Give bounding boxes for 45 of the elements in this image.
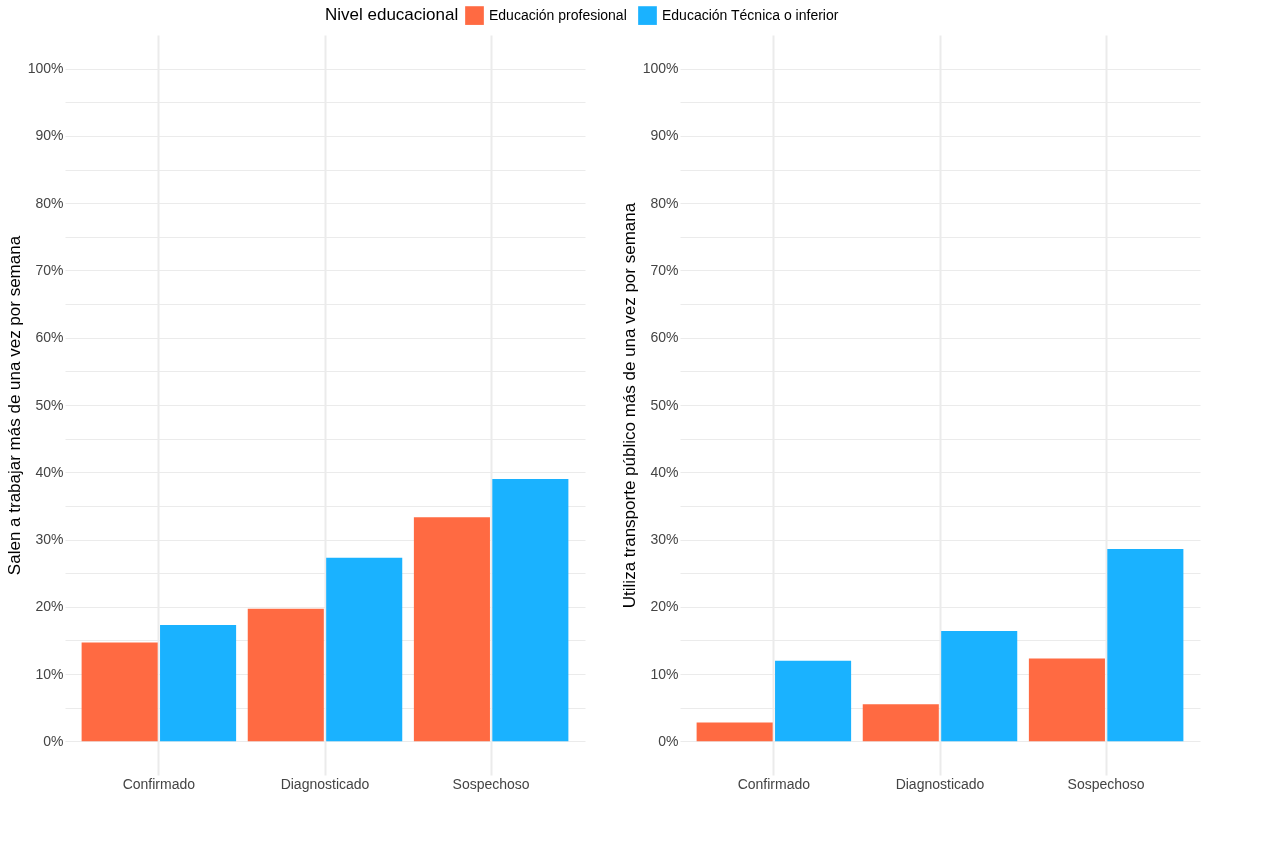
y-tick-label: 50% [650,396,679,413]
bar [247,608,324,742]
x-tick-label: Sospechoso [1067,775,1145,792]
bar [81,642,158,742]
y-tick-label: 40% [35,463,64,480]
bar [1107,548,1184,742]
legend-title: Nivel educacional [325,5,459,24]
y-tick-label: 100% [27,60,64,77]
legend-label: Educación Técnica o inferior [662,6,839,23]
legend-label: Educación profesional [489,6,627,23]
bar [1028,658,1105,742]
y-tick-label: 20% [35,598,64,615]
y-tick-label: 60% [35,329,64,346]
bar [696,722,773,742]
y-tick-label: 30% [35,531,64,548]
y-tick-label: 30% [650,531,679,548]
x-tick-label: Diagnosticado [895,775,985,792]
bar [326,557,403,742]
x-tick-label: Confirmado [122,775,196,792]
bar [492,479,569,742]
y-tick-label: 100% [642,60,679,77]
y-axis-title: Utiliza transporte público más de una vez por semana [619,202,639,609]
bar [775,660,852,742]
bar [862,704,939,742]
x-tick-label: Sospechoso [452,775,530,792]
y-tick-label: 60% [650,329,679,346]
y-tick-label: 40% [650,463,679,480]
y-tick-label: 10% [650,665,679,682]
x-tick-label: Confirmado [737,775,811,792]
y-tick-label: 90% [35,127,64,144]
x-tick-label: Diagnosticado [280,775,370,792]
y-tick-label: 80% [35,194,64,211]
y-tick-label: 10% [35,665,64,682]
y-tick-label: 70% [650,261,679,278]
bar [941,631,1018,742]
y-tick-label: 70% [35,261,64,278]
bar [413,517,490,742]
bar [160,624,237,742]
y-axis-title: Salen a trabajar más de una vez por semana [4,235,24,576]
y-tick-label: 0% [658,732,679,749]
y-tick-label: 0% [43,732,64,749]
y-tick-label: 50% [35,396,64,413]
y-tick-label: 80% [650,194,679,211]
y-tick-label: 90% [650,127,679,144]
y-tick-label: 20% [650,598,679,615]
